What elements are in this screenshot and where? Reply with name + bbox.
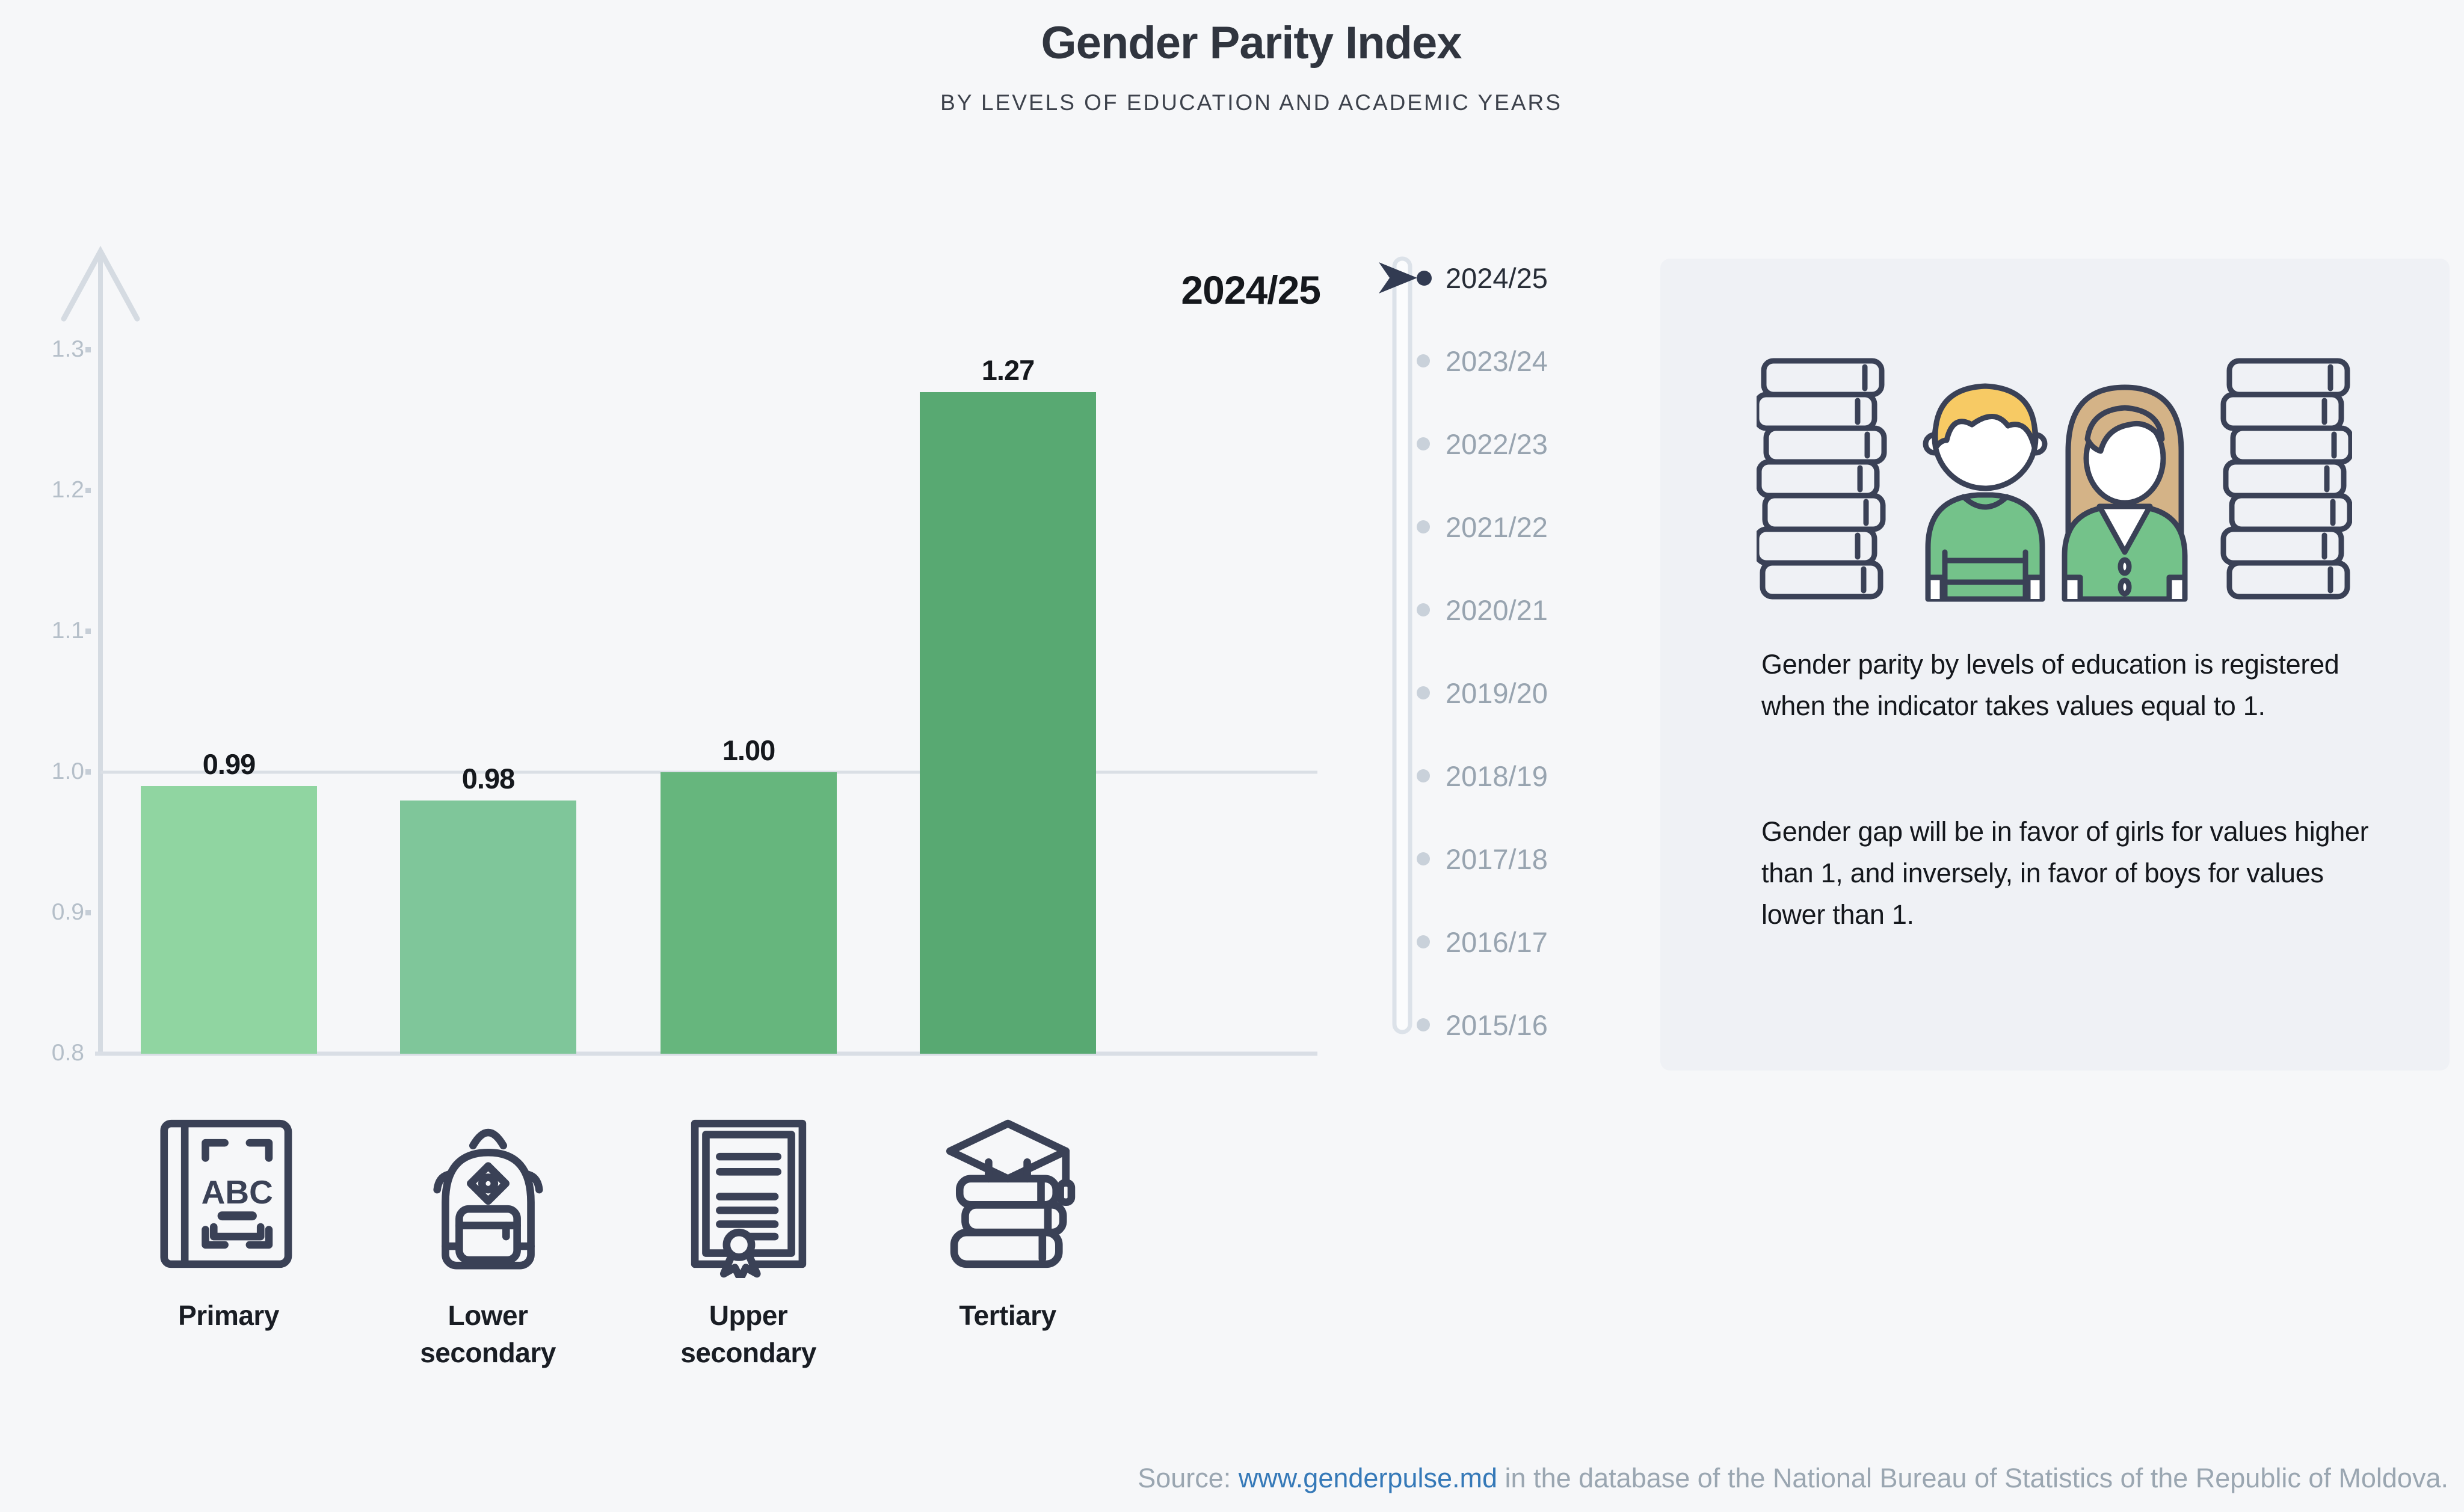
students-books-illustration: [1757, 358, 2352, 602]
year-option-2016-17[interactable]: 2016/17: [1396, 918, 1548, 966]
current-year-label: 2024/25: [1181, 268, 1321, 312]
year-option-2023-24[interactable]: 2023/24: [1396, 337, 1548, 385]
bar-value-label: 0.98: [461, 763, 515, 794]
year-option-label[interactable]: 2022/23: [1446, 428, 1548, 460]
abc-book-icon: ABC: [159, 1119, 292, 1268]
year-option-2017-18[interactable]: 2017/18: [1396, 835, 1548, 883]
y-tick-label: 1.1: [51, 618, 84, 644]
diploma-icon: [691, 1119, 806, 1278]
page-subtitle: BY LEVELS OF EDUCATION AND ACADEMIC YEAR…: [940, 90, 1562, 115]
year-option-label[interactable]: 2017/18: [1446, 843, 1548, 875]
year-dot[interactable]: [1417, 437, 1430, 450]
bar-value-label: 1.27: [981, 354, 1035, 386]
girl-student-icon: [2062, 384, 2188, 602]
year-option-label[interactable]: 2024/25: [1446, 262, 1548, 294]
year-option-2018-19[interactable]: 2018/19: [1396, 752, 1548, 800]
timeline-track[interactable]: [1372, 241, 1672, 1119]
bar-upper-secondary[interactable]: [661, 772, 837, 1054]
y-tick-mark: [85, 628, 91, 634]
year-dot[interactable]: [1417, 935, 1430, 948]
year-option-2022-23[interactable]: 2022/23: [1396, 420, 1548, 468]
year-dot[interactable]: [1417, 354, 1430, 367]
year-timeline-selector: 2024/25 2023/24 2022/23 2021/22 2020/21 2019/…: [1372, 241, 1672, 1119]
category-primary: ABC Primary: [108, 1110, 349, 1334]
year-option-2020-21[interactable]: 2020/21: [1396, 586, 1548, 634]
year-dot[interactable]: [1417, 1018, 1430, 1031]
category-upper-secondary: Upper secondary: [628, 1110, 869, 1371]
year-option-label[interactable]: 2016/17: [1446, 926, 1548, 958]
year-option-label[interactable]: 2018/19: [1446, 760, 1548, 792]
year-dot[interactable]: [1417, 769, 1430, 782]
category-label: Tertiary: [959, 1300, 1056, 1331]
source-line: Source: www.genderpulse.md in the databa…: [1138, 1463, 2448, 1494]
timeline-arrow-marker[interactable]: [1379, 262, 1417, 293]
y-tick-label: 1.3: [51, 336, 84, 362]
bar-chart: 0.8 0.9 1.0 1.1 1.2 1.3 0.99 0.98 1.00 1.27 2024…: [0, 241, 1323, 1083]
year-option-label[interactable]: 2015/16: [1446, 1009, 1548, 1041]
book-stack-left-icon: [1757, 358, 1887, 600]
y-tick-mark: [85, 347, 91, 352]
bar-value-label: 0.99: [202, 748, 256, 780]
year-option-2021-22[interactable]: 2021/22: [1396, 503, 1548, 551]
y-tick-mark: [85, 769, 91, 775]
category-label: Primary: [178, 1300, 279, 1331]
source-suffix: in the database of the National Bureau o…: [1497, 1463, 2448, 1493]
y-tick-label: 1.2: [51, 477, 84, 503]
y-tick-label: 1.0: [51, 758, 84, 784]
boy-student-icon: [1923, 383, 2048, 602]
year-dot[interactable]: [1417, 603, 1430, 616]
panel-paragraph-1: Gender parity by levels of education is …: [1761, 649, 2339, 721]
panel-paragraph-2: Gender gap will be in favor of girls for…: [1761, 816, 2369, 930]
category-label: Lower secondary: [420, 1300, 556, 1368]
year-option-2015-16[interactable]: 2015/16: [1396, 1001, 1548, 1049]
year-dot[interactable]: [1417, 852, 1430, 865]
year-option-label[interactable]: 2021/22: [1446, 511, 1548, 543]
page-title: Gender Parity Index: [1041, 17, 1462, 69]
category-label: Upper secondary: [680, 1300, 816, 1368]
bar-primary[interactable]: [141, 786, 317, 1054]
source-link[interactable]: www.genderpulse.md: [1238, 1463, 1498, 1493]
year-dot[interactable]: [1417, 520, 1430, 533]
book-stack-right-icon: [2220, 358, 2352, 600]
year-dot[interactable]: [1417, 686, 1430, 699]
bar-lower-secondary[interactable]: [400, 801, 576, 1054]
year-option-label[interactable]: 2023/24: [1446, 345, 1548, 377]
bar-value-label: 1.00: [722, 734, 775, 766]
year-option-label[interactable]: 2020/21: [1446, 594, 1548, 626]
source-prefix: Source:: [1138, 1463, 1239, 1493]
category-lower-secondary: Lower secondary: [368, 1110, 608, 1371]
year-option-2019-20[interactable]: 2019/20: [1396, 669, 1548, 717]
info-panel: Gender parity by levels of education is …: [1660, 259, 2450, 1071]
y-tick-mark: [85, 910, 91, 915]
books-graduation-cap-icon: [946, 1119, 1075, 1268]
y-axis-arrow-icon: [61, 245, 140, 322]
year-option-2024-25[interactable]: 2024/25: [1396, 254, 1548, 302]
category-tertiary: Tertiary: [887, 1110, 1128, 1334]
svg-text:ABC: ABC: [201, 1173, 273, 1211]
y-tick-label: 0.8: [51, 1040, 84, 1066]
year-option-label[interactable]: 2019/20: [1446, 677, 1548, 709]
y-tick-mark: [85, 488, 91, 493]
bar-tertiary[interactable]: [920, 392, 1096, 1054]
backpack-icon: [433, 1128, 543, 1270]
category-axis: ABC Primary Lower secondary: [0, 1110, 1323, 1471]
year-dot[interactable]: [1417, 270, 1432, 286]
y-tick-label: 0.9: [51, 899, 84, 925]
